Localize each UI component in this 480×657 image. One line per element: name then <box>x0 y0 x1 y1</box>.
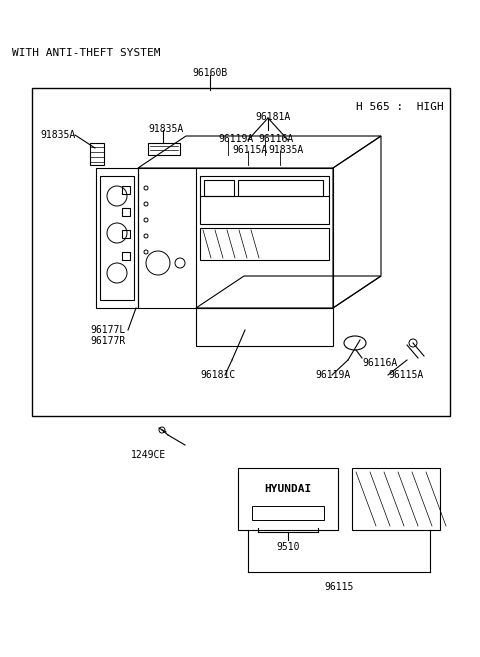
Text: 96115A: 96115A <box>232 145 267 155</box>
Text: 96177R: 96177R <box>90 336 125 346</box>
Bar <box>200 176 329 224</box>
Bar <box>122 230 130 238</box>
Bar <box>148 143 180 155</box>
Bar <box>200 228 329 260</box>
Text: 96119A: 96119A <box>315 370 350 380</box>
Bar <box>96 168 138 308</box>
Bar <box>122 186 130 194</box>
Text: 91835A: 91835A <box>40 130 75 140</box>
Bar <box>122 252 130 260</box>
Text: 96181A: 96181A <box>255 112 290 122</box>
Text: 96116A: 96116A <box>362 358 397 368</box>
Bar <box>352 468 440 530</box>
Text: H 565 :  HIGH: H 565 : HIGH <box>356 102 444 112</box>
Bar <box>90 143 104 165</box>
Bar <box>100 176 134 300</box>
Text: 96181C: 96181C <box>200 370 235 380</box>
Bar <box>138 168 333 308</box>
Text: 91835A: 91835A <box>268 145 303 155</box>
Text: HYUNDAI: HYUNDAI <box>264 484 312 494</box>
Bar <box>196 308 333 346</box>
Text: 96177L: 96177L <box>90 325 125 335</box>
Text: 96119A: 96119A <box>218 134 253 144</box>
Text: 96115A: 96115A <box>388 370 423 380</box>
Text: 91835A: 91835A <box>148 124 183 134</box>
Bar <box>204 180 234 196</box>
Text: 96160B: 96160B <box>192 68 228 78</box>
Text: 96115: 96115 <box>324 582 354 592</box>
Text: 96116A: 96116A <box>258 134 293 144</box>
Bar <box>252 506 324 520</box>
Bar <box>32 88 450 416</box>
Bar <box>122 208 130 216</box>
Bar <box>238 180 323 196</box>
Text: 1249CE: 1249CE <box>131 450 166 460</box>
Text: 9510: 9510 <box>276 542 300 552</box>
Bar <box>238 468 338 530</box>
Text: WITH ANTI-THEFT SYSTEM: WITH ANTI-THEFT SYSTEM <box>12 48 160 58</box>
